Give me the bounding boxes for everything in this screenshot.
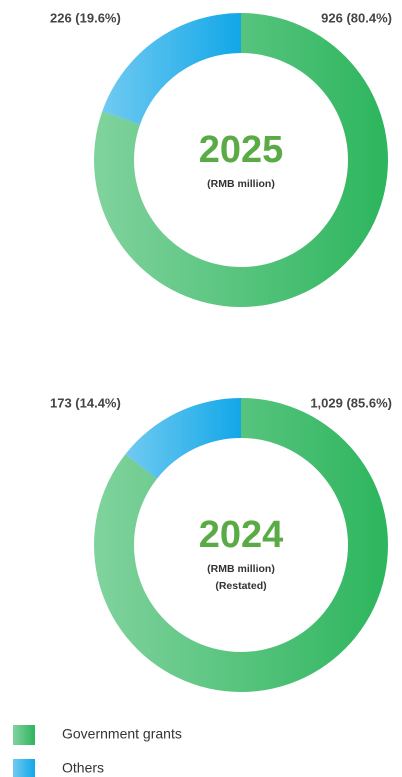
chart-subtitle: (RMB million) [207, 178, 275, 190]
data-label: 173 (14.4%) [50, 395, 121, 410]
legend-swatch [13, 725, 35, 745]
legend-label: Government grants [62, 726, 182, 742]
data-label: 926 (80.4%) [321, 10, 392, 25]
donut-segment [102, 13, 241, 125]
data-label: 226 (19.6%) [50, 10, 121, 25]
chart-subtitle: (Restated) [215, 580, 266, 592]
chart-title: 2025 [199, 129, 284, 171]
data-label: 1,029 (85.6%) [310, 395, 392, 410]
donut-segment [125, 398, 241, 479]
legend-swatch [13, 759, 35, 777]
chart-title: 2024 [199, 514, 284, 556]
legend-label: Others [62, 760, 104, 776]
chart-subtitle: (RMB million) [207, 563, 275, 575]
